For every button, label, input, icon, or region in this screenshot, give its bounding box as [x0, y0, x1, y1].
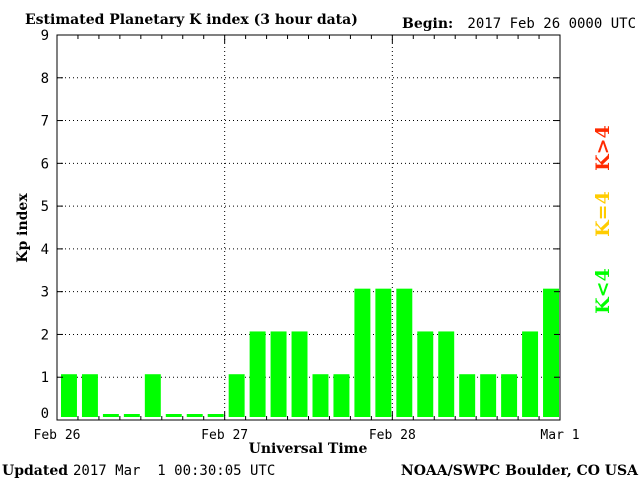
legend-k-below-4: K<4	[592, 268, 614, 314]
x-tick-label: Mar 1	[540, 428, 579, 443]
plot-area: 0 1 2 3 4 5 6 7 8 9 Feb 26 Feb 27 Feb 28 Mar 1	[34, 28, 580, 443]
kp-bar	[81, 374, 98, 417]
kp-bar	[102, 414, 119, 417]
kp-bar	[165, 414, 182, 417]
y-tick-label: 4	[41, 242, 49, 258]
kp-bar	[144, 374, 161, 417]
x-tick-label: Feb 26	[34, 428, 81, 443]
begin-label: Begin:	[402, 16, 453, 32]
kp-bar	[396, 288, 413, 417]
y-tick-label: 7	[41, 114, 49, 130]
kp-bar	[417, 331, 434, 417]
kp-bar	[249, 331, 266, 417]
legend-k-above-4: K>4	[592, 125, 614, 171]
kp-bar	[354, 288, 371, 417]
kp-bar	[123, 414, 140, 417]
kp-bar	[333, 374, 350, 417]
x-tick-label: Feb 28	[369, 428, 416, 443]
kp-bar	[438, 331, 455, 417]
y-tick-label: 6	[41, 156, 49, 172]
kp-bar	[543, 288, 559, 417]
kp-bar	[375, 288, 392, 417]
plot-frame	[56, 34, 561, 421]
begin-value: 2017 Feb 26 0000 UTC	[467, 16, 636, 32]
y-tick-label: 2	[41, 327, 49, 343]
kp-bar	[312, 374, 329, 417]
y-tick-label: 8	[41, 71, 49, 87]
y-tick-label: 3	[41, 285, 49, 301]
kp-bar	[459, 374, 476, 417]
y-tick-label: 0	[41, 406, 49, 422]
legend-k-equal-4: K=4	[592, 191, 614, 237]
source-credit: NOAA/SWPC Boulder, CO USA	[401, 463, 639, 479]
y-tick-label: 1	[41, 370, 49, 386]
y-axis-label: Kp index	[15, 193, 31, 263]
kp-bar	[501, 374, 518, 417]
kp-bar	[480, 374, 497, 417]
kp-bar	[228, 374, 245, 417]
kp-bar	[61, 374, 77, 417]
updated-label: Updated	[2, 463, 68, 479]
kp-bar	[186, 414, 203, 417]
updated-timestamp: 2017 Mar 1 00:30:05 UTC	[73, 463, 275, 479]
x-tick-label: Feb 27	[201, 428, 248, 443]
kp-bar	[522, 331, 539, 417]
x-axis-label: Universal Time	[249, 441, 368, 457]
y-tick-label: 5	[41, 199, 49, 215]
chart-title: Estimated Planetary K index (3 hour data…	[25, 12, 358, 28]
kp-bar	[270, 331, 287, 417]
y-tick-label: 9	[41, 28, 49, 44]
kp-bar	[291, 331, 308, 417]
kp-bar	[207, 414, 224, 417]
